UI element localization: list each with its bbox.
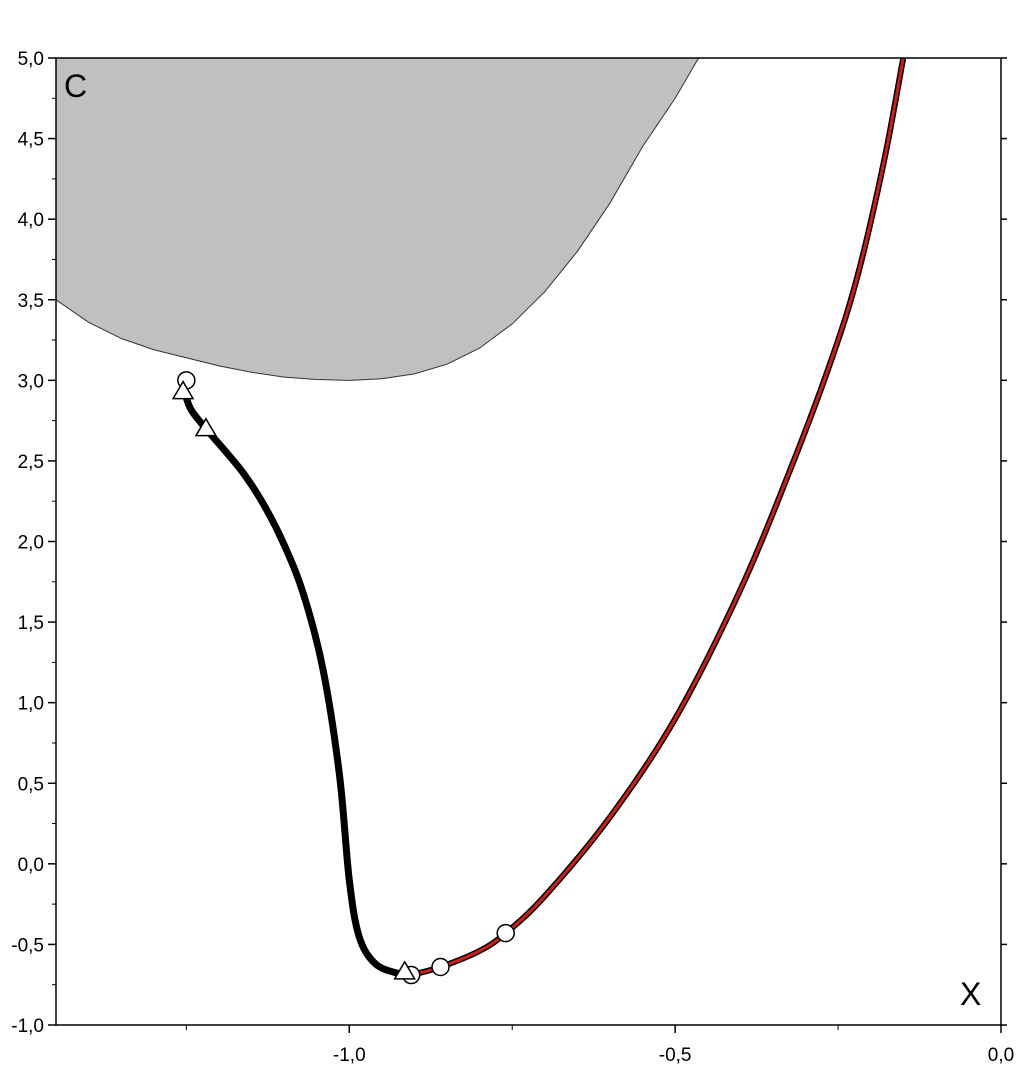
y-tick-label: 3,0: [18, 371, 44, 392]
circle-marker: [431, 957, 450, 977]
y-tick-label: 1,0: [18, 694, 44, 715]
triangle-marker: [171, 380, 195, 400]
x-tick-label: 0,0: [988, 1045, 1014, 1066]
y-tick-label: 5,0: [18, 49, 44, 70]
x-tick-label: -0,5: [659, 1045, 692, 1066]
x-axis-label: X: [960, 976, 981, 1012]
shaded-region-boundary: [56, 58, 700, 381]
y-tick-label: 4,0: [18, 210, 44, 231]
y-tick-label: -0,5: [11, 935, 44, 956]
y-tick-label: -1,0: [11, 1016, 44, 1037]
x-tick-label: -1,0: [333, 1045, 366, 1066]
circle-marker: [496, 923, 515, 943]
y-tick-label: 2,0: [18, 533, 44, 554]
axes: -1,0 -0,5 0,0 0,5 1,0 1,5 2,0 2,5 3,0 3,5 4,0 4,5 5,…: [11, 49, 1014, 1066]
y-tick-label: 2,5: [18, 452, 44, 473]
black-curve: [180, 388, 415, 979]
red-curve: [409, 58, 905, 977]
y-tick-label: 1,5: [18, 613, 44, 634]
triangle-marker: [393, 960, 416, 980]
panel-label: C: [64, 68, 87, 104]
y-tick-label: 0,0: [18, 855, 44, 876]
shaded-region: [56, 58, 699, 381]
plot-area: [56, 58, 907, 985]
triangle-marker: [194, 417, 218, 437]
y-tick-label: 3,5: [18, 291, 44, 312]
y-tick-label: 4,5: [18, 130, 44, 151]
y-tick-label: 0,5: [18, 774, 44, 795]
